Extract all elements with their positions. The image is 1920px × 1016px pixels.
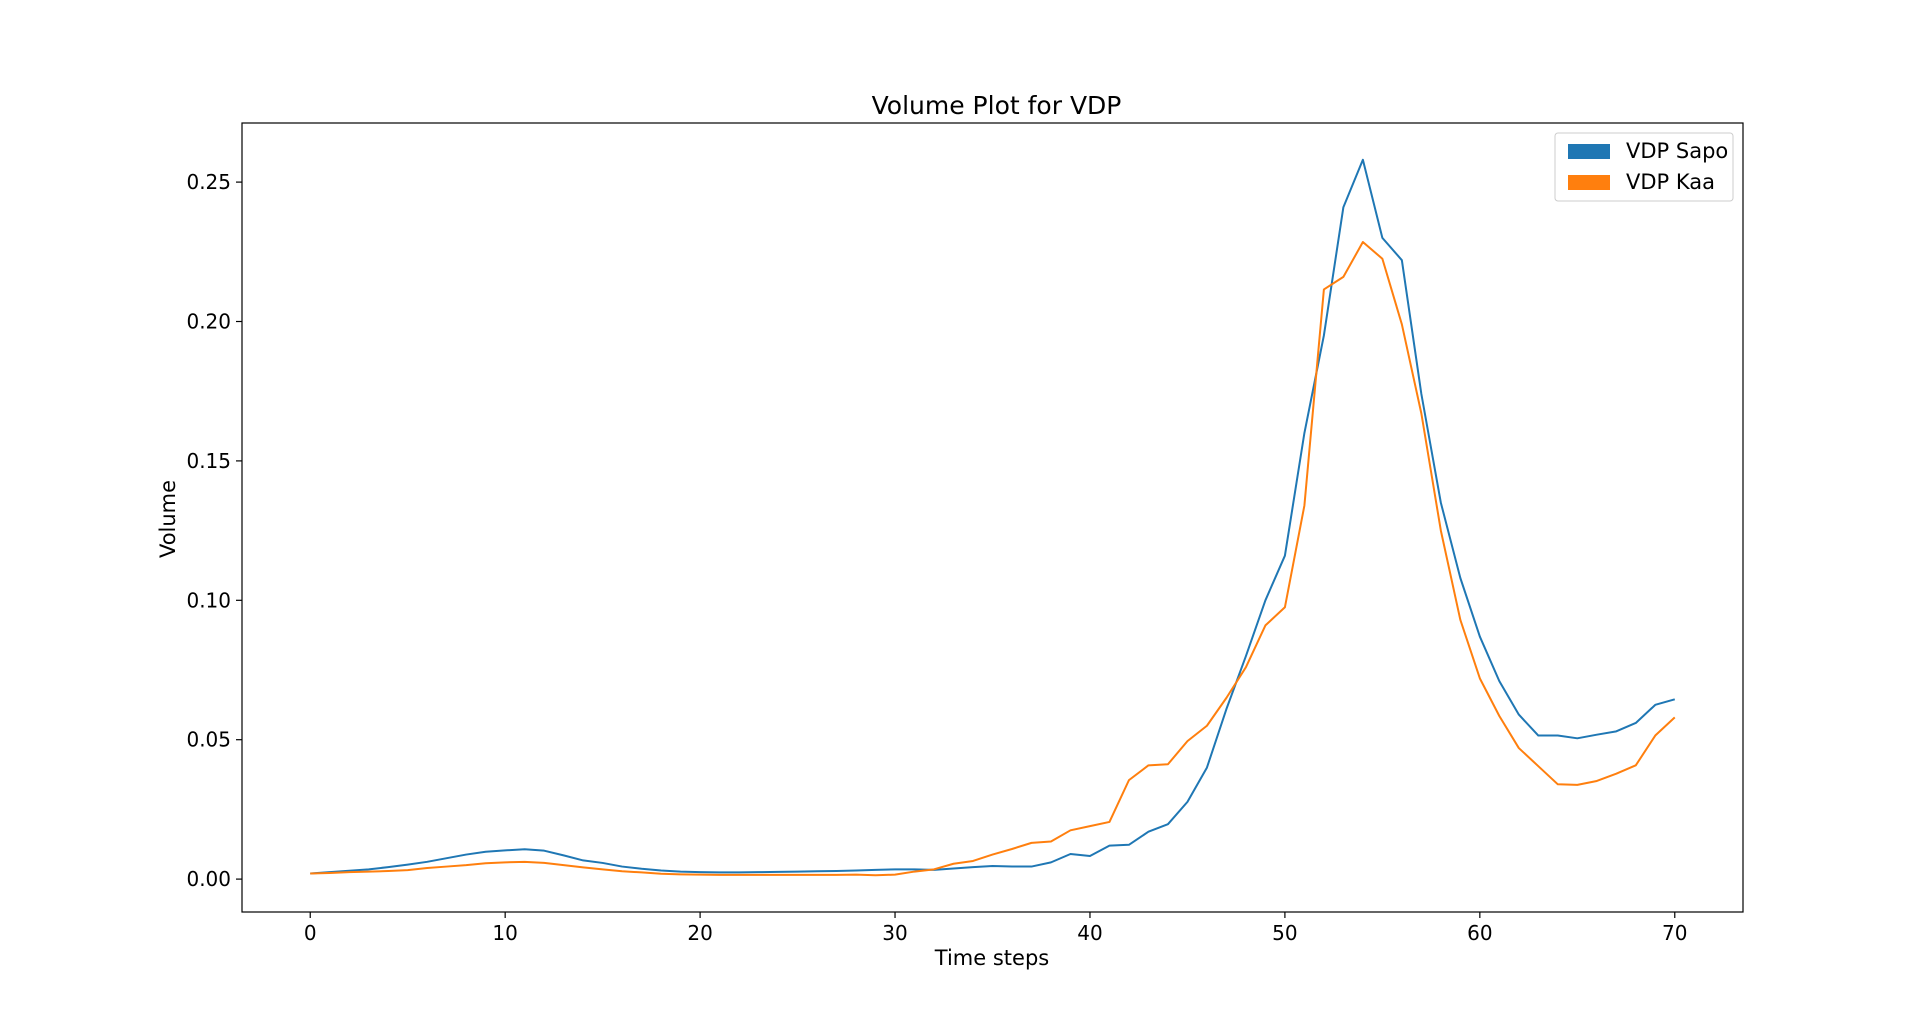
y-tick-label: 0.10 (186, 588, 231, 612)
x-tick-label: 50 (1272, 921, 1297, 945)
plot-area (310, 158, 1676, 877)
x-tick-label: 30 (882, 921, 907, 945)
legend-swatch-0 (1568, 144, 1610, 159)
legend-swatch-1 (1568, 175, 1610, 190)
y-tick-label: 0.15 (186, 449, 231, 473)
x-tick-label: 0 (304, 921, 317, 945)
series-line-0 (310, 158, 1676, 875)
y-axis: 0.00 0.05 0.10 0.15 0.20 0.25 (186, 170, 242, 891)
x-tick-label: 10 (492, 921, 517, 945)
y-tick-label: 0.00 (186, 867, 231, 891)
chart-title: Volume Plot for VDP (872, 91, 1122, 120)
x-tick-label: 60 (1467, 921, 1492, 945)
x-tick-label: 70 (1662, 921, 1687, 945)
x-axis-label: Time steps (934, 946, 1049, 970)
y-axis-label: Volume (156, 480, 180, 558)
legend: VDP Sapo VDP Kaa (1554, 132, 1734, 202)
x-tick-label: 40 (1077, 921, 1102, 945)
legend-label-1: VDP Kaa (1626, 170, 1715, 194)
x-axis: 0 10 20 30 40 50 60 70 (304, 912, 1687, 945)
y-tick-label: 0.25 (186, 170, 231, 194)
y-tick-label: 0.20 (186, 310, 231, 334)
x-tick-label: 20 (687, 921, 712, 945)
plot-frame (241, 122, 1744, 913)
legend-label-0: VDP Sapo (1626, 139, 1728, 163)
y-tick-label: 0.05 (186, 728, 231, 752)
series-line-1 (310, 241, 1676, 877)
